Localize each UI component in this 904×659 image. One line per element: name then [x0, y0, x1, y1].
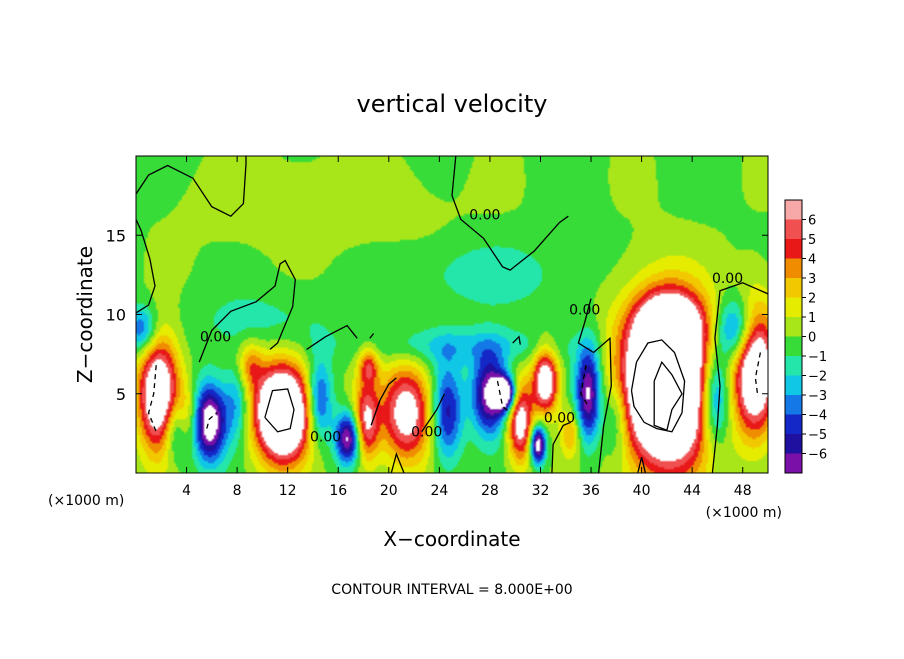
contour-line: [421, 393, 445, 433]
colorbar-swatch: [785, 356, 802, 376]
contour-label: 0.00: [544, 410, 575, 426]
contour-line: [135, 156, 247, 217]
colorbar-swatch: [785, 219, 802, 240]
x-tick-label: 40: [633, 483, 651, 499]
contour-lines: [135, 155, 769, 474]
contour-interval-note: CONTOUR INTERVAL = 8.000E+00: [331, 582, 572, 598]
colorbar-label: −1: [808, 350, 827, 365]
contour-label: 0.00: [712, 271, 743, 287]
x-unit-label-right: (×1000 m): [706, 505, 782, 521]
contour-line: [551, 421, 572, 474]
colorbar-swatch: [785, 336, 802, 357]
contour-line: [135, 219, 156, 314]
colorbar: 6 5 4 3 2 1 0 −1 −2 −3 −4 −5 −6: [784, 199, 827, 474]
colorbar-swatch: [785, 258, 802, 279]
x-tick-label: 44: [683, 483, 701, 499]
colorbar-swatch: [785, 200, 802, 220]
contour-line: [390, 451, 405, 474]
colorbar-swatch: [785, 375, 802, 396]
contour-label: 0.00: [569, 303, 600, 319]
x-tick-label: 4: [182, 483, 191, 499]
colorbar-label: −5: [808, 428, 827, 443]
x-tick-label: 28: [481, 483, 499, 499]
contour-line: [306, 324, 358, 350]
x-tick-label: 24: [430, 483, 448, 499]
contour-line: [637, 456, 647, 474]
colorbar-label: 6: [808, 214, 816, 229]
contour-line-dashed: [147, 365, 157, 433]
colorbar-swatch: [785, 297, 802, 318]
colorbar-label: 4: [808, 253, 816, 268]
colorbar-swatch: [785, 278, 802, 298]
contour-label: 0.00: [310, 429, 341, 445]
colorbar-label: −6: [808, 448, 827, 463]
y-tick-label: 5: [116, 385, 126, 404]
contour-line: [711, 282, 769, 474]
contour-line-dashed: [206, 412, 218, 429]
colorbar-label: 1: [808, 311, 816, 326]
y-tick-label: 15: [106, 226, 126, 245]
y-tick-label: 10: [106, 306, 126, 325]
colorbar-label: −4: [808, 409, 827, 424]
x-tick-label: 16: [329, 483, 347, 499]
chart-title: vertical velocity: [357, 90, 548, 118]
contour-line: [264, 388, 295, 433]
colorbar-label: −3: [808, 389, 827, 404]
contour-label: 0.00: [411, 425, 442, 441]
contour-line: [577, 298, 612, 474]
colorbar-label: −2: [808, 370, 827, 385]
colorbar-label: 5: [808, 233, 816, 248]
contour-labels: 0.00 0.00 0.00 0.00 0.00 0.00 0.00: [200, 207, 743, 445]
contour-label: 0.00: [200, 329, 231, 345]
contour-line-dashed: [580, 365, 590, 407]
velocity-field-image: [136, 156, 768, 473]
x-tick-label: 20: [380, 483, 398, 499]
contour-line: [512, 335, 521, 345]
colorbar-swatch: [785, 317, 802, 337]
colorbar-swatch: [785, 453, 802, 474]
contour-line-dashed: [754, 352, 762, 397]
y-axis-label: Z−coordinate: [73, 246, 97, 383]
colorbar-label: 3: [808, 272, 816, 287]
x-tick-label: 32: [532, 483, 550, 499]
x-tick-label: 8: [233, 483, 242, 499]
contour-line: [630, 339, 686, 433]
contour-line: [370, 377, 397, 426]
contour-line: [451, 155, 569, 271]
colorbar-swatch: [785, 239, 802, 259]
x-unit-label-left: (×1000 m): [48, 493, 124, 509]
colorbar-label: 0: [808, 331, 816, 346]
contour-line: [653, 360, 683, 432]
colorbar-label: 2: [808, 292, 816, 307]
plot-area: 0.000.000.000.000.00 0.000.00 4 8 12 16 20 24 2…: [106, 155, 769, 499]
colorbar-swatch: [785, 414, 802, 435]
x-tick-label: 12: [279, 483, 297, 499]
contour-line: [198, 259, 296, 363]
contour-line: [369, 333, 375, 339]
contour-label: 0.00: [469, 207, 500, 223]
x-axis-label: X−coordinate: [383, 527, 520, 551]
colorbar-swatch: [785, 395, 802, 415]
x-tick-label: 36: [582, 483, 600, 499]
x-tick-label: 48: [734, 483, 752, 499]
colorbar-swatch: [785, 434, 802, 454]
